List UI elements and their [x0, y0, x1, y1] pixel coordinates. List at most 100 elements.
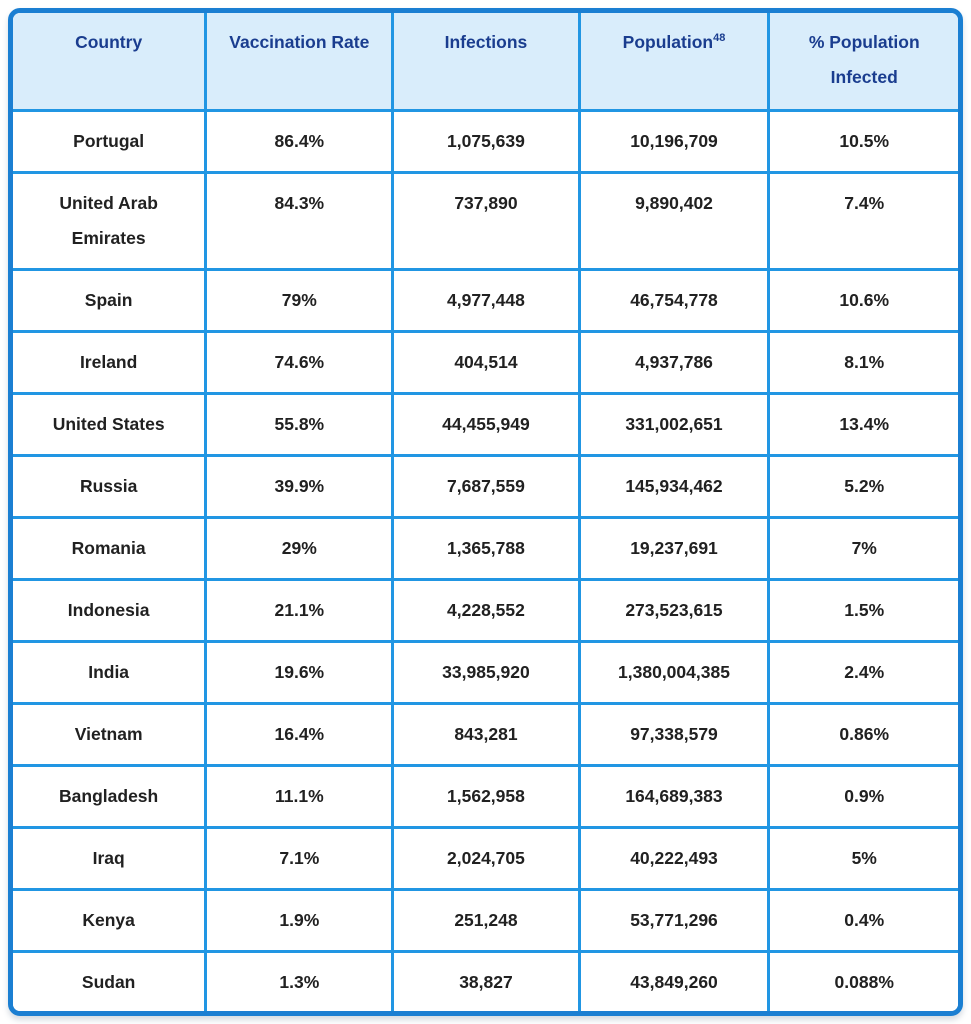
country-cell: Bangladesh	[13, 763, 208, 829]
table-body: Portugal 86.4% 1,075,639 10,196,709 10.5% Uni…	[13, 108, 958, 1011]
population-cell: 97,338,579	[577, 701, 771, 767]
country-cell: Romania	[13, 515, 208, 581]
infections-cell: 2,024,705	[391, 825, 581, 891]
column-header-label: % Population Infected	[808, 32, 920, 87]
percent-population-infected-cell: 5.2%	[767, 453, 958, 519]
population-cell: 4,937,786	[577, 329, 771, 395]
population-cell: 164,689,383	[577, 763, 771, 829]
percent-population-infected-cell: 7%	[767, 515, 958, 581]
column-header-label: Infections	[444, 32, 528, 52]
population-cell: 53,771,296	[577, 887, 771, 953]
population-cell: 145,934,462	[577, 453, 771, 519]
country-cell: Russia	[13, 453, 208, 519]
infections-cell: 44,455,949	[391, 391, 581, 457]
column-header-country: Country	[13, 13, 208, 112]
population-cell: 46,754,778	[577, 267, 771, 333]
infections-cell: 737,890	[391, 170, 581, 271]
column-header-label: Country	[75, 32, 143, 52]
infections-cell: 404,514	[391, 329, 581, 395]
vaccination-rate-cell: 7.1%	[204, 825, 395, 891]
vaccination-rate-cell: 55.8%	[204, 391, 395, 457]
column-header-label: Population	[622, 32, 714, 52]
vaccination-table-frame: Country Vaccination Rate Infections Popu…	[8, 8, 963, 1016]
table-row: Ireland 74.6% 404,514 4,937,786 8.1%	[13, 329, 958, 395]
table-row: Sudan 1.3% 38,827 43,849,260 0.088%	[13, 949, 958, 1011]
table-row: Vietnam 16.4% 843,281 97,338,579 0.86%	[13, 701, 958, 767]
vaccination-rate-cell: 74.6%	[204, 329, 395, 395]
percent-population-infected-cell: 5%	[767, 825, 958, 891]
percent-population-infected-cell: 0.9%	[767, 763, 958, 829]
infections-cell: 1,365,788	[391, 515, 581, 581]
table-row: Spain 79% 4,977,448 46,754,778 10.6%	[13, 267, 958, 333]
vaccination-rate-cell: 86.4%	[204, 108, 395, 174]
infections-cell: 7,687,559	[391, 453, 581, 519]
population-cell: 273,523,615	[577, 577, 771, 643]
infections-cell: 1,075,639	[391, 108, 581, 174]
percent-population-infected-cell: 10.6%	[767, 267, 958, 333]
table-row: Portugal 86.4% 1,075,639 10,196,709 10.5%	[13, 108, 958, 174]
vaccination-rate-cell: 19.6%	[204, 639, 395, 705]
country-cell: Indonesia	[13, 577, 208, 643]
population-cell: 40,222,493	[577, 825, 771, 891]
percent-population-infected-cell: 1.5%	[767, 577, 958, 643]
vaccination-rate-cell: 1.3%	[204, 949, 395, 1011]
infections-cell: 843,281	[391, 701, 581, 767]
column-header-infections: Infections	[391, 13, 581, 112]
population-cell: 19,237,691	[577, 515, 771, 581]
country-cell: Ireland	[13, 329, 208, 395]
column-header-population: Population48	[577, 13, 771, 112]
column-header-percent-population-infected: % Population Infected	[767, 13, 958, 112]
infections-cell: 33,985,920	[391, 639, 581, 705]
vaccination-rate-cell: 16.4%	[204, 701, 395, 767]
percent-population-infected-cell: 10.5%	[767, 108, 958, 174]
vaccination-rate-cell: 84.3%	[204, 170, 395, 271]
country-cell: Sudan	[13, 949, 208, 1011]
table-row: India 19.6% 33,985,920 1,380,004,385 2.4%	[13, 639, 958, 705]
percent-population-infected-cell: 0.86%	[767, 701, 958, 767]
percent-population-infected-cell: 13.4%	[767, 391, 958, 457]
footnote-reference: 48	[713, 32, 726, 45]
infections-cell: 4,228,552	[391, 577, 581, 643]
covid-vaccination-table: Country Vaccination Rate Infections Popu…	[13, 13, 958, 1011]
country-cell: Vietnam	[13, 701, 208, 767]
percent-population-infected-cell: 0.4%	[767, 887, 958, 953]
table-row: Indonesia 21.1% 4,228,552 273,523,615 1.5%	[13, 577, 958, 643]
population-cell: 9,890,402	[577, 170, 771, 271]
vaccination-rate-cell: 21.1%	[204, 577, 395, 643]
table-row: United States 55.8% 44,455,949 331,002,651 1…	[13, 391, 958, 457]
percent-population-infected-cell: 7.4%	[767, 170, 958, 271]
population-cell: 10,196,709	[577, 108, 771, 174]
infections-cell: 1,562,958	[391, 763, 581, 829]
population-cell: 43,849,260	[577, 949, 771, 1011]
vaccination-rate-cell: 29%	[204, 515, 395, 581]
country-cell: Iraq	[13, 825, 208, 891]
country-cell: Portugal	[13, 108, 208, 174]
infections-cell: 38,827	[391, 949, 581, 1011]
vaccination-rate-cell: 79%	[204, 267, 395, 333]
percent-population-infected-cell: 8.1%	[767, 329, 958, 395]
table-row: Iraq 7.1% 2,024,705 40,222,493 5%	[13, 825, 958, 891]
country-cell: India	[13, 639, 208, 705]
table-row: Bangladesh 11.1% 1,562,958 164,689,383 0.9%	[13, 763, 958, 829]
infections-cell: 251,248	[391, 887, 581, 953]
column-header-vaccination-rate: Vaccination Rate	[204, 13, 395, 112]
table-header: Country Vaccination Rate Infections Popu…	[13, 13, 958, 112]
country-cell: United States	[13, 391, 208, 457]
percent-population-infected-cell: 2.4%	[767, 639, 958, 705]
vaccination-rate-cell: 11.1%	[204, 763, 395, 829]
country-cell: Kenya	[13, 887, 208, 953]
infections-cell: 4,977,448	[391, 267, 581, 333]
country-cell: Spain	[13, 267, 208, 333]
table-row: Russia 39.9% 7,687,559 145,934,462 5.2%	[13, 453, 958, 519]
table-row: Kenya 1.9% 251,248 53,771,296 0.4%	[13, 887, 958, 953]
population-cell: 1,380,004,385	[577, 639, 771, 705]
table-row: Romania 29% 1,365,788 19,237,691 7%	[13, 515, 958, 581]
population-cell: 331,002,651	[577, 391, 771, 457]
header-row: Country Vaccination Rate Infections Popu…	[13, 13, 958, 112]
percent-population-infected-cell: 0.088%	[767, 949, 958, 1011]
country-cell: United Arab Emirates	[13, 170, 208, 271]
column-header-label: Vaccination Rate	[229, 32, 370, 52]
vaccination-rate-cell: 1.9%	[204, 887, 395, 953]
vaccination-rate-cell: 39.9%	[204, 453, 395, 519]
